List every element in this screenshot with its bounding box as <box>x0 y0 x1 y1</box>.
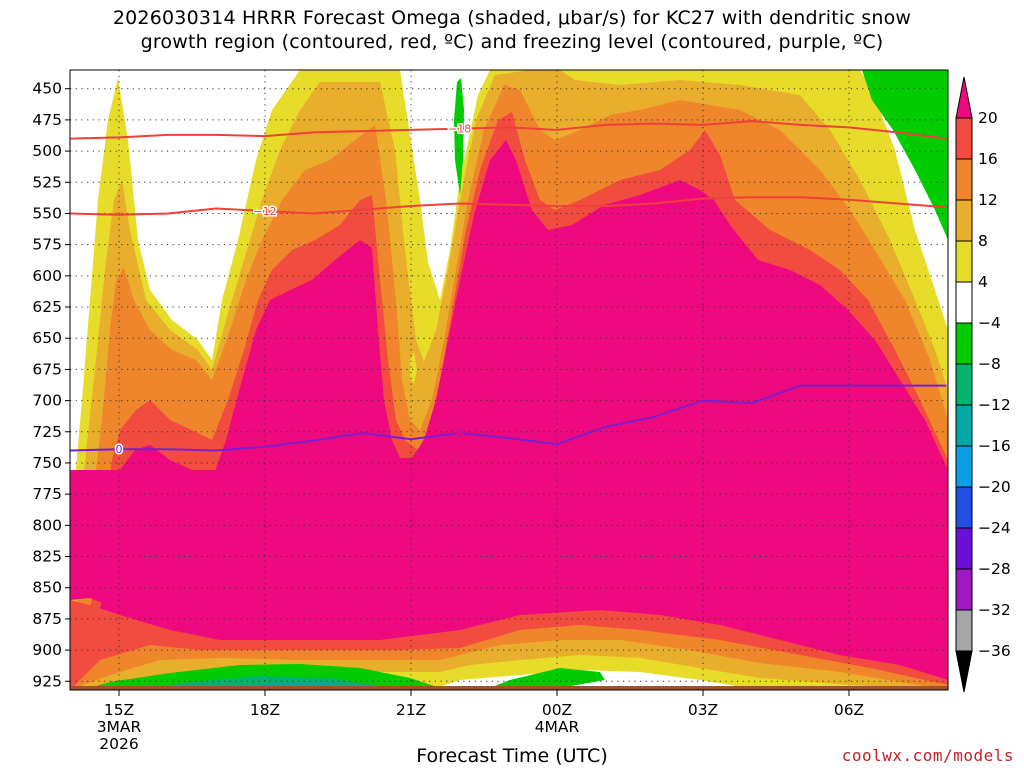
y-tick-label: 700 <box>32 392 62 410</box>
colorbar: 20 16 12 8 4 −4 −8 −12 −16 −20 −24 −28 −32 −36 <box>955 76 1011 693</box>
omega-green-top-right <box>862 70 948 240</box>
colorbar-segment-top-arrow <box>955 76 973 119</box>
colorbar-label: −4 <box>978 314 1001 332</box>
ground-strip <box>70 686 948 690</box>
colorbar-label: −20 <box>978 478 1011 496</box>
y-tick-label: 775 <box>32 485 62 503</box>
plot-area: −12 −18 0 0 <box>70 70 948 690</box>
colorbar-segment <box>955 486 973 529</box>
x-tick-label: 18Z <box>250 701 280 719</box>
y-tick-label: 675 <box>32 360 62 378</box>
freezing-level-label-2: 0 <box>456 427 463 440</box>
x-axis-title: Forecast Time (UTC) <box>416 745 608 767</box>
y-tick-label: 750 <box>32 454 62 472</box>
colorbar-segment <box>955 117 973 160</box>
colorbar-segment <box>955 568 973 611</box>
colorbar-segment <box>955 240 973 283</box>
colorbar-label: −24 <box>978 519 1011 537</box>
isotherm-minus12 <box>70 196 947 216</box>
y-tick-label: 875 <box>32 610 62 628</box>
y-tick-label: 550 <box>32 204 62 222</box>
colorbar-segment <box>955 363 973 406</box>
freezing-level <box>70 384 947 452</box>
credit-link[interactable]: coolwx.com/models <box>841 746 1014 765</box>
colorbar-label: −8 <box>978 355 1001 373</box>
y-tick-label: 650 <box>32 329 62 347</box>
chart-title-line1: 2026030314 HRRR Forecast Omega (shaded, … <box>112 7 912 29</box>
y-tick-label: 850 <box>32 579 62 597</box>
y-tick-label: 800 <box>32 516 62 534</box>
colorbar-label: −12 <box>978 396 1011 414</box>
colorbar-label: 20 <box>978 109 998 127</box>
colorbar-segment <box>955 445 973 488</box>
colorbar-segment <box>955 609 973 652</box>
x-tick-label: 15Z <box>104 701 134 719</box>
colorbar-label: −36 <box>978 642 1011 660</box>
y-tick-label: 525 <box>32 173 62 191</box>
x-tick-label: 00Z <box>542 701 572 719</box>
colorbar-segment-bottom-arrow <box>955 650 973 693</box>
omega-notch <box>410 352 417 384</box>
plot-border <box>69 69 949 691</box>
colorbar-label: −32 <box>978 601 1011 619</box>
y-tick-label: 450 <box>32 80 62 98</box>
y-tick-label: 475 <box>32 111 62 129</box>
colorbar-segment <box>955 281 973 324</box>
y-tick-label: 575 <box>32 236 62 254</box>
omega-green-surface-2 <box>485 668 605 690</box>
colorbar-label: 12 <box>978 191 998 209</box>
colorbar-segment <box>955 199 973 242</box>
y-tick-label: 825 <box>32 548 62 566</box>
x-tick-label: 06Z <box>834 701 864 719</box>
y-axis: 450 475 500 525 550 575 600 625 650 675 700 725 750 7… <box>32 80 70 690</box>
x-tick-sublabel: 3MAR <box>97 718 142 736</box>
omega-green-upper <box>454 78 464 195</box>
y-tick-label: 625 <box>32 298 62 316</box>
isotherm-minus12-label: −12 <box>253 205 276 218</box>
colorbar-label: 8 <box>978 232 988 250</box>
colorbar-label: −16 <box>978 437 1011 455</box>
chart-title-line2: growth region (contoured, red, ºC) and f… <box>140 31 884 53</box>
colorbar-label: 4 <box>978 273 988 291</box>
y-tick-label: 500 <box>32 142 62 160</box>
y-tick-label: 725 <box>32 423 62 441</box>
isotherm-minus18-label: −18 <box>448 123 471 136</box>
x-tick-label: 21Z <box>396 701 426 719</box>
colorbar-label: 16 <box>978 150 998 168</box>
x-tick-label: 03Z <box>688 701 718 719</box>
omega-low-magenta-fill <box>70 470 948 665</box>
y-tick-label: 925 <box>32 672 62 690</box>
x-tick-sublabel: 2026 <box>99 735 138 753</box>
grid-lines <box>70 70 948 690</box>
colorbar-segment <box>955 158 973 201</box>
y-tick-label: 600 <box>32 267 62 285</box>
colorbar-segment <box>955 322 973 365</box>
colorbar-label: −28 <box>978 560 1011 578</box>
isotherm-minus18 <box>70 120 947 140</box>
freezing-level-label: 0 <box>116 443 123 456</box>
colorbar-segment <box>955 527 973 570</box>
y-tick-label: 900 <box>32 641 62 659</box>
colorbar-segment <box>955 404 973 447</box>
isotherm-contours: −12 −18 0 0 <box>70 120 947 458</box>
x-tick-sublabel: 4MAR <box>535 718 580 736</box>
